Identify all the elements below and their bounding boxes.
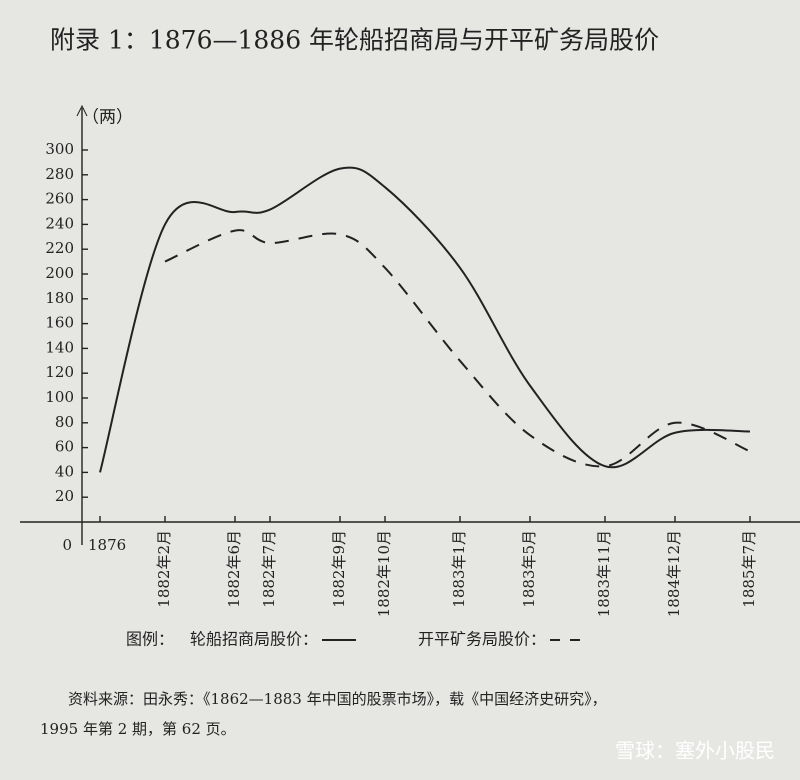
y-tick-label: 40 — [55, 462, 74, 480]
legend-title: 图例： — [126, 630, 174, 649]
y-tick-label: 80 — [55, 413, 74, 431]
x-tick-label: 1882年10月 — [375, 530, 393, 617]
x-tick-label: 1882年2月 — [155, 530, 173, 608]
x-tick-label: 1884年12月 — [665, 530, 683, 617]
y-tick-label: 280 — [45, 165, 74, 183]
legend-label: 开平矿务局股价： — [418, 630, 546, 649]
x-tick-label: 1883年5月 — [520, 530, 538, 608]
source-line: 1995 年第 2 期，第 62 页。 — [40, 720, 236, 738]
x-tick-label: 1882年6月 — [225, 530, 243, 608]
y-tick-label: 300 — [45, 140, 74, 158]
x-tick-label: 1883年1月 — [450, 530, 468, 608]
x-tick-label: 1876 — [88, 536, 126, 554]
legend-label: 轮船招商局股价： — [190, 630, 318, 649]
y-tick-label: 260 — [45, 190, 74, 208]
y-tick-label: 60 — [55, 438, 74, 456]
y-axis-arrow — [76, 104, 88, 117]
x-tick-label: 1882年9月 — [330, 530, 348, 608]
y-tick-label: 160 — [45, 314, 74, 332]
chart-title: 附录 1：1876—1886 年轮船招商局与开平矿务局股价 — [50, 26, 659, 55]
y-tick-label: 240 — [45, 214, 74, 232]
series-line — [99, 166, 751, 473]
watermark: 雪球：塞外小股民 — [615, 739, 775, 763]
y-tick-label: 140 — [45, 338, 74, 356]
y-tick-label: 200 — [45, 264, 74, 282]
y-tick-label: 220 — [45, 239, 74, 257]
series-line — [164, 229, 751, 468]
x-tick-label: 1883年11月 — [595, 530, 613, 617]
y-tick-label: 0 — [62, 536, 72, 554]
y-unit: （两） — [82, 108, 133, 128]
x-tick-label: 1885年7月 — [740, 530, 758, 608]
y-tick-label: 180 — [45, 289, 74, 307]
x-tick-label: 1882年7月 — [260, 530, 278, 608]
y-tick-label: 100 — [45, 388, 74, 406]
source-line: 资料来源：田永秀：《1862—1883 年中国的股票市场》，载《中国经济史研究》… — [68, 690, 607, 708]
y-tick-label: 20 — [55, 487, 74, 505]
y-tick-label: 120 — [45, 363, 74, 381]
